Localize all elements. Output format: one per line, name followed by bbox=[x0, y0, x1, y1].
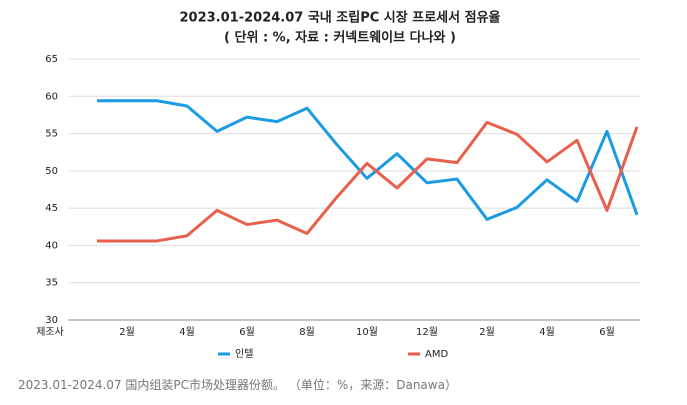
y-tick-label: 30 bbox=[45, 315, 58, 326]
x-tick-label: 6월 bbox=[599, 326, 615, 338]
x-tick-label: 8월 bbox=[299, 326, 315, 338]
line bbox=[97, 99, 639, 221]
y-tick-label: 60 bbox=[45, 91, 58, 102]
chart: 2023.01-2024.07 국내 조립PC 시장 프로세서 점유율 ( 단위… bbox=[36, 10, 640, 360]
legend-label: 인텔 bbox=[235, 348, 253, 360]
chart-title: 2023.01-2024.07 국내 조립PC 시장 프로세서 점유율 bbox=[180, 10, 501, 26]
x-tick-label: 6월 bbox=[239, 326, 255, 338]
y-tick-label: 55 bbox=[45, 129, 58, 140]
x-tick-label: 4월 bbox=[539, 326, 555, 338]
caption: 2023.01-2024.07 国内组装PC市场处理器份额。 （单位：%，来源：… bbox=[18, 378, 457, 392]
legend-label: AMD bbox=[425, 349, 448, 360]
x-tick-label: 12월 bbox=[416, 326, 438, 338]
y-tick-label: 50 bbox=[45, 166, 58, 177]
y-tick-label: 45 bbox=[45, 203, 58, 214]
y-tick-label: 65 bbox=[45, 54, 58, 65]
x-axis-label: 제조사 bbox=[36, 326, 64, 338]
x-tick-label: 2월 bbox=[119, 326, 135, 338]
y-tick-label: 40 bbox=[45, 240, 58, 251]
chart-subtitle: ( 단위 : %, 자료 : 커넥트웨이브 다나와 ) bbox=[224, 30, 456, 46]
y-tick-label: 35 bbox=[45, 278, 58, 289]
x-tick-label: 2월 bbox=[479, 326, 495, 338]
line bbox=[97, 120, 639, 243]
x-tick-label: 4월 bbox=[179, 326, 195, 338]
x-tick-label: 10월 bbox=[356, 326, 378, 338]
